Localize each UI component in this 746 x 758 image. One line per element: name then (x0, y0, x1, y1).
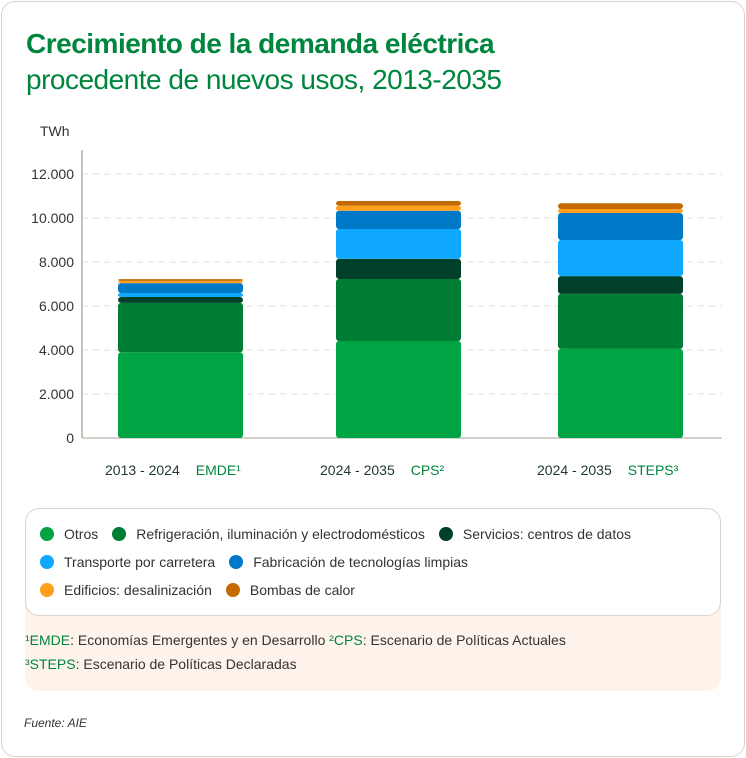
legend-label: Otros (64, 526, 99, 542)
scenario-label: STEPS³ (627, 462, 679, 478)
bar-segment (558, 240, 683, 277)
legend-swatch (40, 555, 54, 569)
bar-segment (558, 348, 683, 438)
bar-segment (336, 278, 461, 341)
y-tick-label: 12.000 (31, 166, 74, 182)
y-tick-label: 2.000 (39, 386, 74, 402)
footnote-line-2: ³STEPS: Escenario de Políticas Declarada… (25, 656, 297, 672)
chart-subtitle: procedente de nuevos usos, 2013-2035 (26, 64, 502, 95)
scenario-label: EMDE¹ (195, 462, 241, 478)
legend-item: Servicios: centros de datos (438, 526, 632, 542)
legend-swatch (229, 555, 244, 569)
stacked-bar-chart: TWh 0 2.000 4.000 6.000 8.000 10.000 12.000 (31, 123, 722, 446)
y-tick-label: 6.000 (39, 298, 74, 314)
y-axis-label: TWh (40, 123, 70, 139)
legend-swatch (40, 583, 54, 597)
legend-label: Servicios: centros de datos (462, 526, 632, 542)
bar-segment (118, 293, 243, 297)
bar-segment (118, 280, 243, 284)
x-tick-label: 2024 - 2035 STEPS³ (537, 462, 678, 478)
source-note: Fuente: AIE (24, 716, 87, 730)
bar-segment (558, 203, 683, 209)
legend-label: Edificios: desalinización (64, 582, 212, 598)
period-label: 2024 - 2035 (320, 462, 395, 478)
bar-segment (558, 212, 683, 240)
legend-swatch (438, 527, 453, 541)
legend-item: Refrigeración, iluminación y electrodomé… (112, 526, 425, 542)
y-tick-label: 10.000 (31, 210, 74, 226)
legend-item: Otros (40, 526, 98, 542)
legend-swatch (40, 527, 54, 541)
bar-segment (558, 208, 683, 213)
bar-segment (336, 340, 461, 438)
legend-swatch (112, 527, 127, 541)
bar-segment (558, 293, 683, 349)
legend-label: Transporte por carretera (64, 554, 216, 570)
legend-label: Refrigeración, iluminación y electrodomé… (136, 526, 425, 542)
bar-segment (336, 205, 461, 211)
y-tick-label: 4.000 (39, 342, 74, 358)
bar-segment (336, 201, 461, 206)
legend-swatch (225, 583, 240, 597)
y-tick-label: 0 (66, 430, 74, 446)
bar-segment (118, 352, 243, 438)
bar-segment (336, 210, 461, 229)
bar-segment (118, 279, 243, 281)
legend-item: Fabricación de tecnologías limpias (229, 554, 468, 570)
period-label: 2024 - 2035 (537, 462, 612, 478)
legend-label: Bombas de calor (249, 582, 355, 598)
legend-item: Transporte por carretera (40, 554, 215, 570)
legend-item: Bombas de calor (225, 582, 355, 598)
bar-segment (118, 302, 243, 353)
x-tick-label: 2013 - 2024 EMDE¹ (105, 462, 241, 478)
scenario-label: CPS² (410, 462, 445, 478)
bar-segment (336, 258, 461, 279)
legend: Otros Refrigeración, iluminación y electr… (25, 508, 721, 616)
bar-segment (558, 276, 683, 294)
bar-segment (118, 296, 243, 303)
legend-label: Fabricación de tecnologías limpias (253, 554, 468, 570)
bar-segment (118, 283, 243, 294)
footnote-line-1: ¹EMDE: Economías Emergentes y en Desarro… (25, 632, 566, 648)
chart-title: Crecimiento de la demanda eléctrica (26, 28, 495, 59)
legend-item: Edificios: desalinización (40, 582, 212, 598)
x-tick-label: 2024 - 2035 CPS² (320, 462, 444, 478)
y-tick-label: 8.000 (39, 254, 74, 270)
bar-segment (336, 229, 461, 259)
period-label: 2013 - 2024 (105, 462, 180, 478)
